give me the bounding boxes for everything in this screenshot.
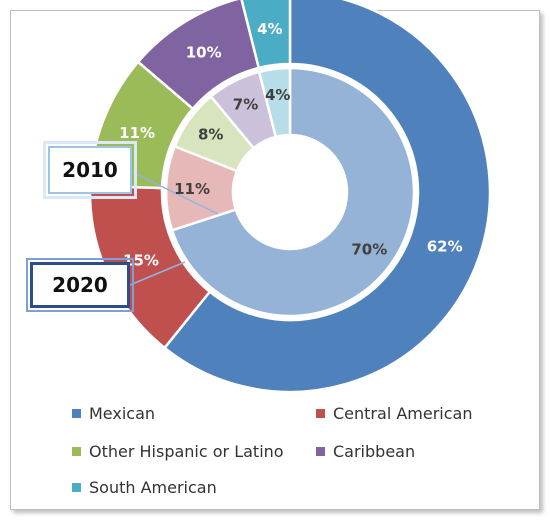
slice-2020-south-american [240,0,292,70]
data-label-2010-caribbean: 7% [233,96,258,114]
data-label-2020-central-american: 15% [123,252,159,270]
legend-swatch-caribbean [316,447,325,456]
callout-leader-lines [129,171,219,286]
slice-2020-mexican [162,0,492,394]
legend-swatch-south-american [72,483,81,492]
data-label-2010-south-american: 4% [265,86,290,104]
legend-swatch-central-american [316,409,325,418]
data-label-2020-other-hispanic-or-latino: 11% [119,124,155,142]
data-labels: 62% 15% 11% 10% 4% 70% 11% 8% 7% 4% [119,20,463,269]
data-label-2010-other-hispanic-or-latino: 8% [198,125,223,143]
legend-item-central-american: Central American [316,404,472,423]
legend-swatch-mexican [72,409,81,418]
legend-label-central-american: Central American [333,404,473,423]
slice-2020-caribbean [136,0,261,111]
inner-ring-2010 [164,66,416,318]
callout-2010: 2010 [43,141,137,199]
data-label-2010-mexican: 70% [351,241,387,259]
legend-item-mexican: Mexican [72,404,155,423]
legend-item-caribbean: Caribbean [316,442,415,461]
callout-2020: 2020 [26,258,134,312]
legend-item-south-american: South American [72,478,217,497]
slice-2010-mexican [170,66,416,318]
leader-line-2010 [131,171,219,215]
data-label-2010-central-american: 11% [174,180,210,198]
leader-line-2020 [129,261,186,286]
data-label-2020-mexican: 62% [427,238,463,256]
slice-2010-south-american [257,66,292,139]
legend-item-other-hispanic: Other Hispanic or Latino [72,442,284,461]
data-label-2020-south-american: 4% [257,20,282,38]
legend-swatch-other-hispanic [72,447,81,456]
outer-ring-2020 [88,0,492,394]
legend-label-caribbean: Caribbean [333,442,416,461]
legend-label-mexican: Mexican [89,404,156,423]
data-label-2020-caribbean: 10% [186,44,222,62]
legend-label-south-american: South American [89,478,217,497]
legend-label-other-hispanic: Other Hispanic or Latino [89,442,284,461]
